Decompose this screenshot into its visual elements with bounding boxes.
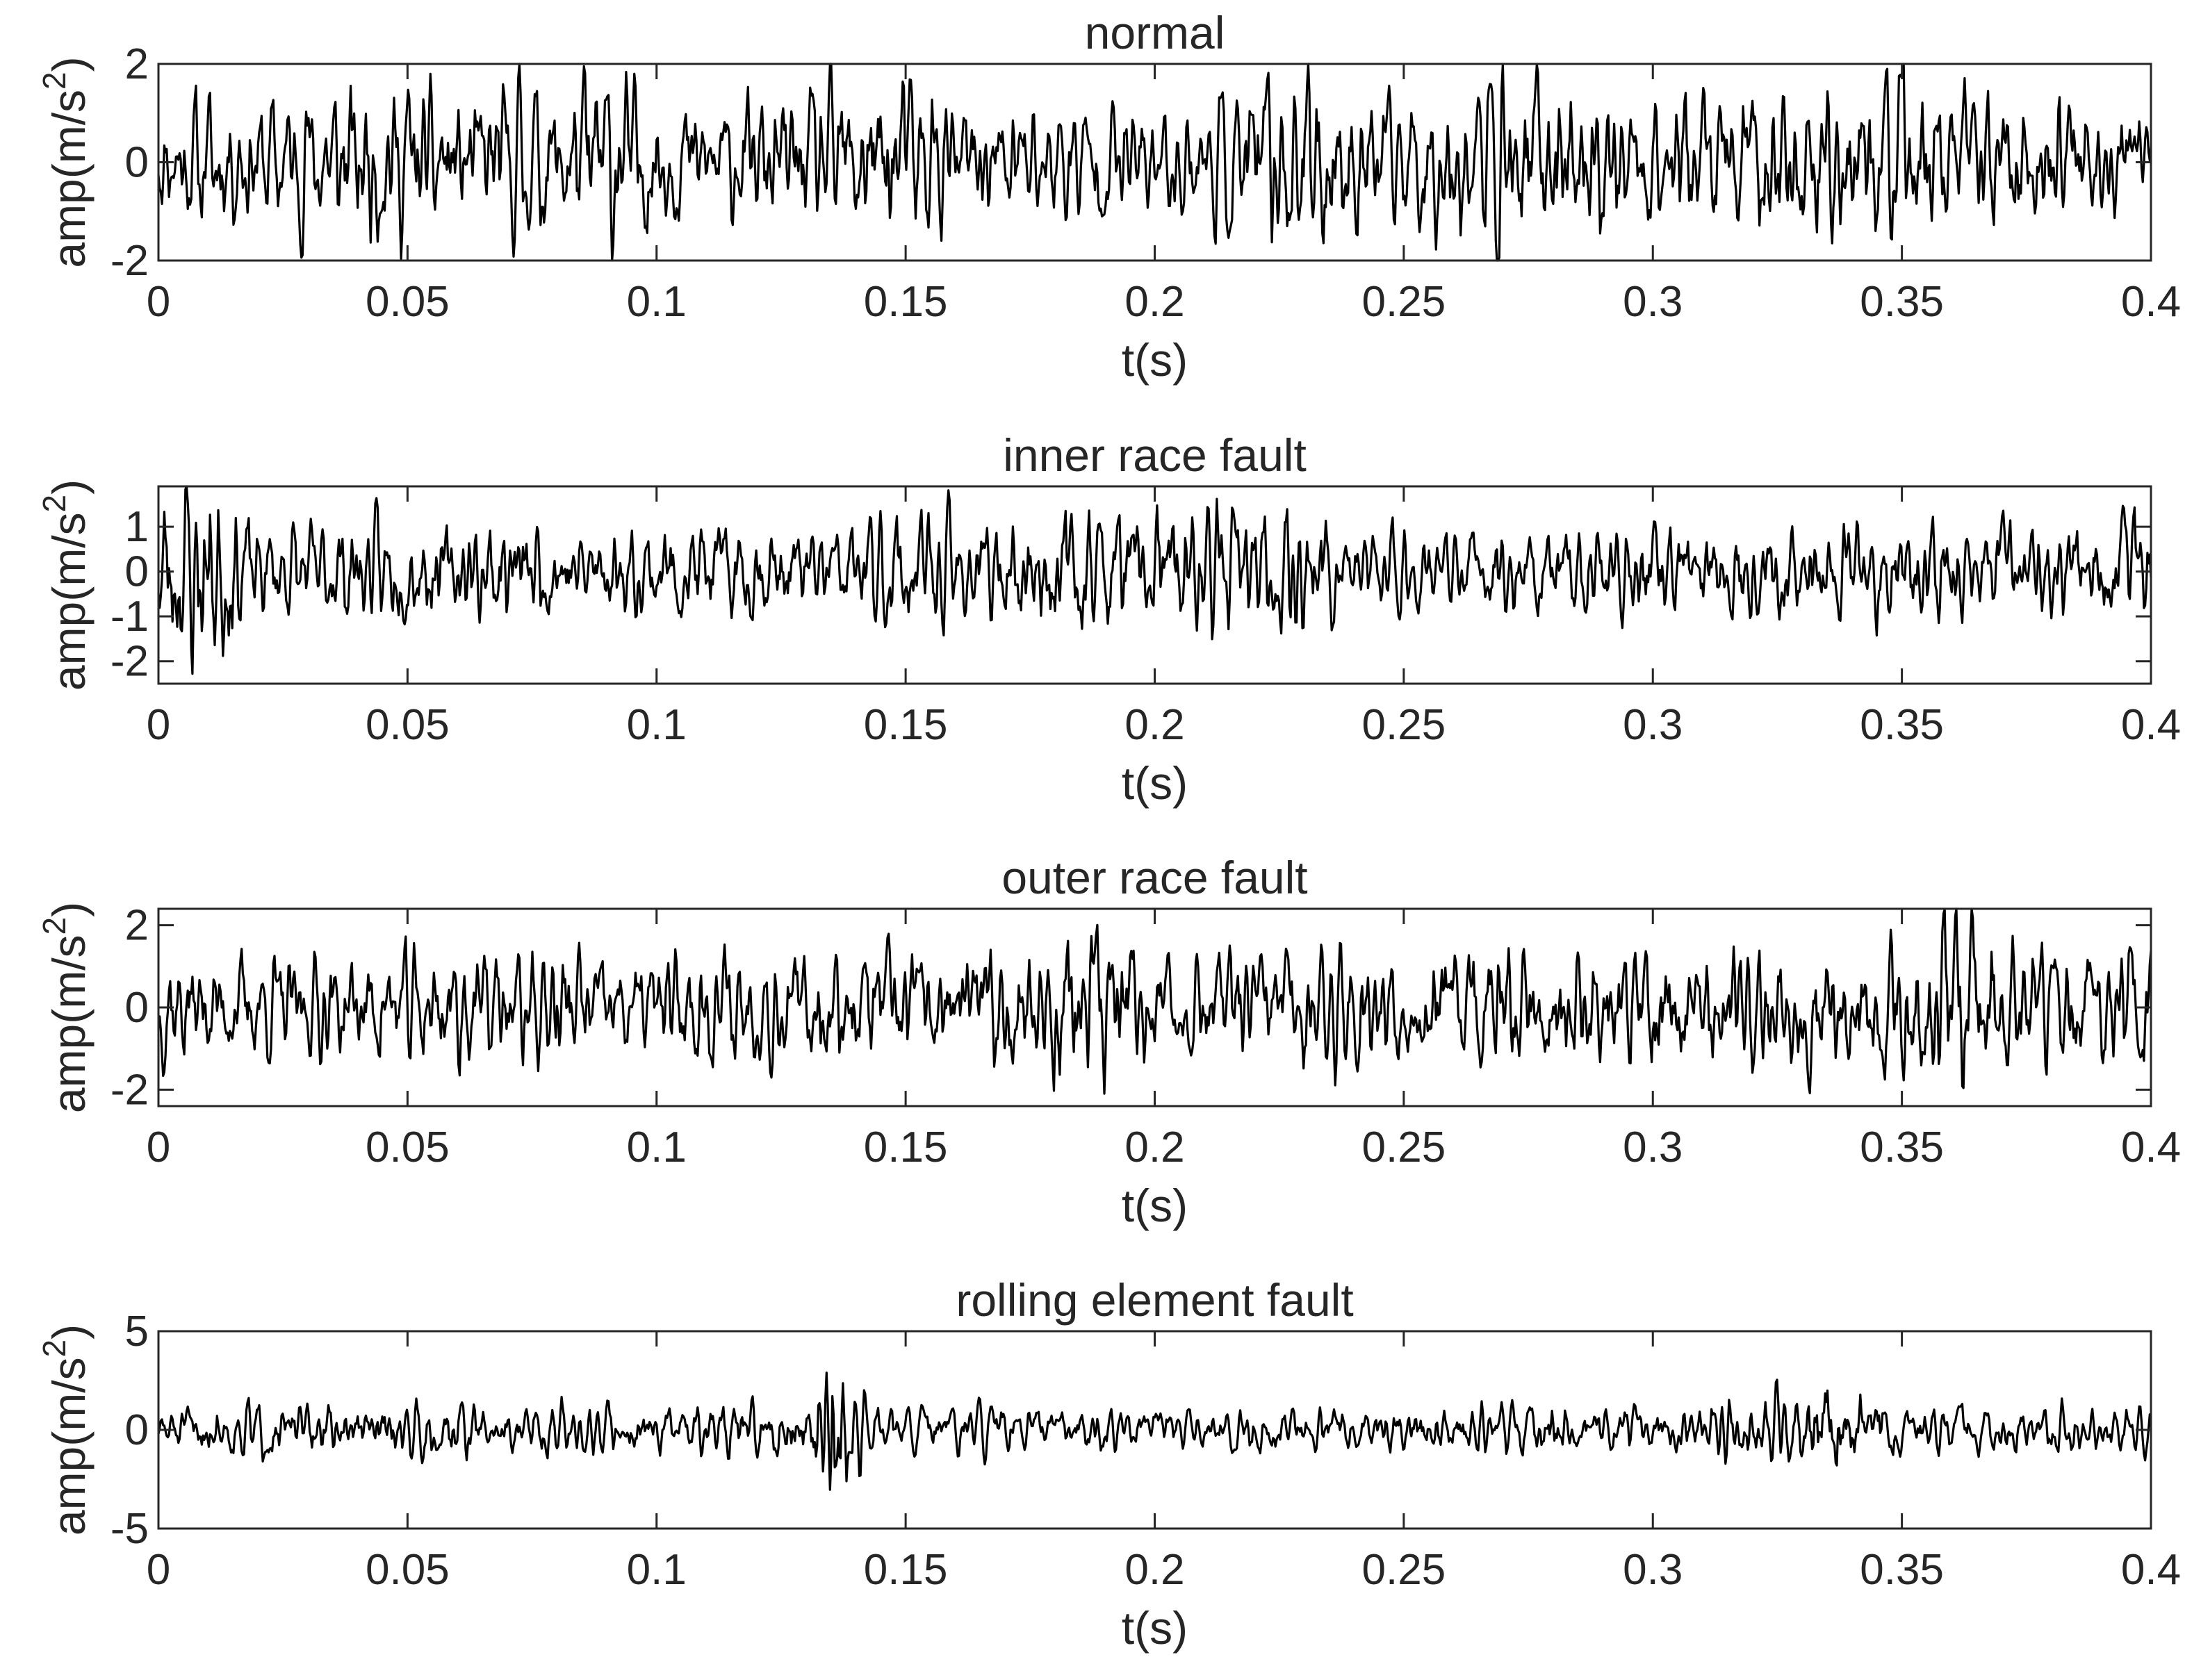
x-tick-label: 0.15 [864, 701, 948, 749]
y-axis-label-close: ) [43, 1324, 95, 1340]
x-tick-label: 0.35 [1860, 1123, 1944, 1171]
x-tick-label: 0.25 [1362, 1546, 1446, 1594]
x-tick-label: 0.3 [1623, 278, 1683, 326]
x-tick-label: 0.3 [1623, 1546, 1683, 1594]
x-tick-label: 0.05 [366, 701, 450, 749]
y-axis-label: amp(m/s2) [36, 479, 95, 691]
x-tick-label: 0 [147, 701, 170, 749]
x-tick-label: 0.35 [1860, 701, 1944, 749]
x-tick-label: 0 [147, 278, 170, 326]
y-axis-label: amp(m/s2) [36, 56, 95, 267]
signal-line [157, 907, 2152, 1095]
chart-title: inner race fault [1003, 429, 1307, 481]
x-axis-label: t(s) [1122, 1180, 1188, 1231]
y-tick-label: 1 [125, 503, 149, 551]
x-tick-label: 0.2 [1124, 701, 1184, 749]
x-tick-label: 0.4 [2121, 1123, 2181, 1171]
chart-panel-3: 0 0.05 0.1 0.15 0.2 0.25 0.3 0.35 0.4 -2 0 2 outer r… [36, 852, 2181, 1231]
x-axis-label: t(s) [1122, 334, 1188, 386]
x-tick-label: 0 [147, 1546, 170, 1594]
x-tick-label: 0.1 [627, 1123, 687, 1171]
x-tick-label: 0.15 [864, 278, 948, 326]
y-axis-label-text: amp(m/s [43, 1357, 95, 1535]
x-tick-label: 0.1 [627, 701, 687, 749]
y-axis-label-close: ) [43, 902, 95, 917]
x-tick-label: 0.4 [2121, 1546, 2181, 1594]
y-axis-label-sup: 2 [36, 1340, 72, 1358]
x-tick-label: 0.1 [627, 278, 687, 326]
x-tick-label: 0.4 [2121, 278, 2181, 326]
x-axis-label: t(s) [1122, 1602, 1188, 1654]
y-tick-label: 0 [125, 984, 149, 1032]
x-tick-label: 0.05 [366, 1546, 450, 1594]
x-tick-label: 0.35 [1860, 1546, 1944, 1594]
y-tick-label: -2 [111, 638, 149, 686]
x-tick-label: 0.3 [1623, 701, 1683, 749]
y-axis-label: amp(m/s2) [36, 1324, 95, 1535]
y-axis-label-sup: 2 [36, 917, 72, 935]
y-tick-label: 0 [125, 548, 149, 596]
x-tick-label: 0.05 [366, 278, 450, 326]
y-axis-label-text: amp(m/s [43, 512, 95, 691]
y-tick-label: 2 [125, 40, 149, 88]
chart-panel-4: 0 0.05 0.1 0.15 0.2 0.25 0.3 0.35 0.4-505rolling… [36, 1274, 2181, 1654]
y-tick-label: 2 [125, 902, 149, 950]
chart-title: normal [1085, 7, 1225, 58]
y-axis-label-text: amp(m/s [43, 934, 95, 1113]
y-axis-label: amp(m/s2) [36, 902, 95, 1113]
y-tick-label: -2 [111, 237, 149, 285]
x-tick-label: 0.25 [1362, 1123, 1446, 1171]
signal-line [157, 63, 2152, 262]
y-axis-label-sup: 2 [36, 495, 72, 513]
y-axis-label-text: amp(m/s [43, 90, 95, 268]
x-tick-label: 0.35 [1860, 278, 1944, 326]
x-tick-label: 0.25 [1362, 701, 1446, 749]
x-tick-label: 0.2 [1124, 278, 1184, 326]
y-axis-label-close: ) [43, 56, 95, 72]
x-tick-label: 0.1 [627, 1546, 687, 1594]
y-tick-label: 5 [125, 1308, 149, 1356]
chart-panel-2: 0 0.05 0.1 0.15 0.2 0.25 0.3 0.35 0.4-2-101inner… [36, 429, 2181, 809]
x-tick-label: 0.2 [1124, 1123, 1184, 1171]
x-tick-label: 0.2 [1124, 1546, 1184, 1594]
x-axis-label: t(s) [1122, 757, 1188, 809]
chart-panel-1: 0 0.05 0.1 0.15 0.2 0.25 0.3 0.35 0.4-202normalt… [36, 7, 2181, 386]
x-tick-label: 0.05 [366, 1123, 450, 1171]
y-tick-label: -5 [111, 1505, 149, 1553]
y-axis-label-close: ) [43, 479, 95, 495]
x-tick-label: 0.3 [1623, 1123, 1683, 1171]
x-tick-label: 0.4 [2121, 701, 2181, 749]
x-tick-label: 0 [147, 1123, 170, 1171]
signal-line [157, 1372, 2152, 1491]
x-tick-label: 0.25 [1362, 278, 1446, 326]
y-tick-label: 0 [125, 1406, 149, 1454]
chart-title: outer race fault [1001, 852, 1307, 903]
x-tick-label: 0.15 [864, 1123, 948, 1171]
y-tick-label: 0 [125, 139, 149, 187]
y-tick-label: -2 [111, 1066, 149, 1114]
y-tick-label: -1 [111, 593, 149, 641]
chart-title: rolling element fault [956, 1274, 1353, 1326]
y-axis-label-sup: 2 [36, 72, 72, 90]
x-tick-label: 0.15 [864, 1546, 948, 1594]
signal-line [157, 485, 2152, 675]
